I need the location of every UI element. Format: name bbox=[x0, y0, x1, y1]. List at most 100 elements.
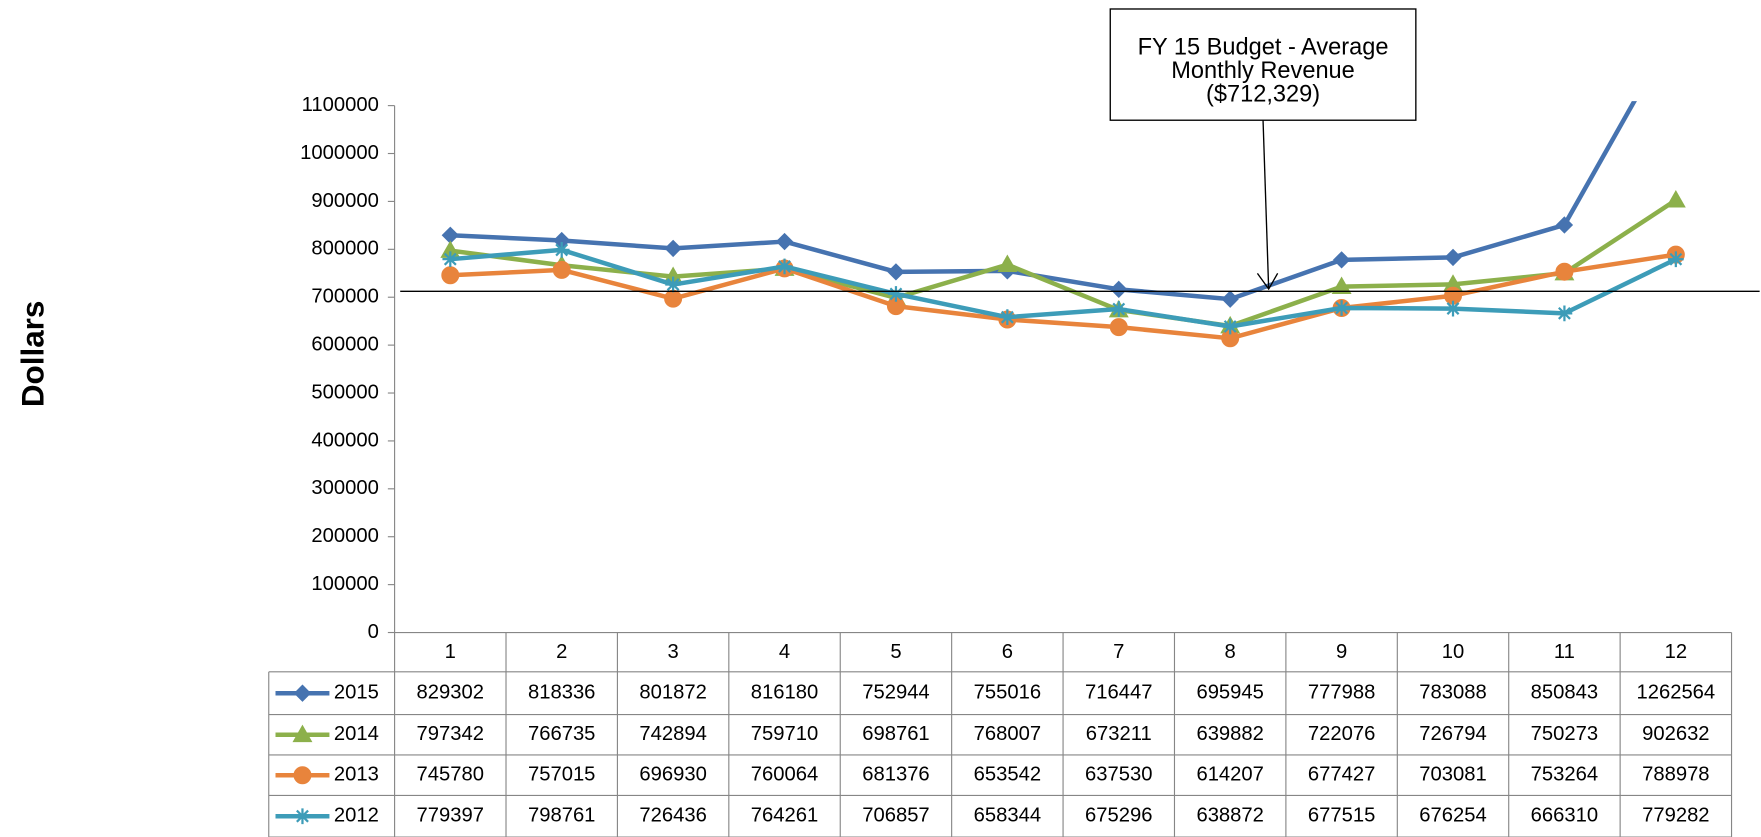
marker bbox=[999, 309, 1016, 326]
table-cell: 829302 bbox=[417, 682, 484, 704]
table-cell: 716447 bbox=[1085, 682, 1152, 704]
x-tick-label: 11 bbox=[1554, 641, 1575, 663]
table-cell: 726794 bbox=[1419, 723, 1486, 745]
series-line bbox=[450, 198, 1678, 329]
marker bbox=[1665, 190, 1686, 208]
y-tick-label: 1100000 bbox=[302, 94, 379, 116]
table-cell: 777988 bbox=[1308, 682, 1375, 704]
table-cell: 760064 bbox=[751, 764, 818, 786]
x-tick-label: 6 bbox=[1002, 641, 1013, 663]
plot-area bbox=[440, 101, 1686, 348]
marker bbox=[887, 263, 905, 281]
marker bbox=[997, 254, 1018, 272]
legend-marker bbox=[293, 684, 312, 702]
marker bbox=[553, 242, 570, 258]
marker bbox=[1221, 290, 1239, 308]
y-tick-label: 100000 bbox=[311, 573, 378, 595]
table-cell: 695945 bbox=[1196, 682, 1263, 704]
marker bbox=[1331, 276, 1352, 294]
annotation-text: Monthly Revenue bbox=[1171, 57, 1355, 83]
table-cell: 764261 bbox=[751, 805, 818, 827]
table-cell: 673211 bbox=[1086, 723, 1152, 745]
marker bbox=[776, 258, 793, 275]
table-cell: 745780 bbox=[417, 764, 484, 786]
table-cell: 788978 bbox=[1642, 764, 1709, 786]
marker bbox=[1222, 318, 1239, 335]
y-tick-label: 1000000 bbox=[300, 142, 379, 164]
marker bbox=[1110, 301, 1127, 317]
table-cell: 850843 bbox=[1531, 682, 1598, 704]
x-tick-label: 4 bbox=[779, 641, 790, 663]
marker bbox=[1110, 280, 1128, 298]
table-cell: 783088 bbox=[1419, 682, 1486, 704]
table-cell: 639882 bbox=[1196, 723, 1263, 745]
legend-label: 2015 bbox=[334, 682, 379, 704]
table-cell: 755016 bbox=[974, 682, 1041, 704]
table-cell: 675296 bbox=[1085, 805, 1152, 827]
table-cell: 779282 bbox=[1642, 805, 1709, 827]
table-cell: 722076 bbox=[1308, 723, 1375, 745]
table-cell: 726436 bbox=[639, 805, 706, 827]
marker bbox=[1444, 248, 1462, 267]
marker bbox=[888, 286, 904, 302]
annotation-text: FY 15 Budget - Average bbox=[1138, 34, 1389, 60]
marker bbox=[442, 251, 459, 268]
legend-marker bbox=[293, 766, 312, 785]
table-cell: 752944 bbox=[862, 682, 929, 704]
annotation-text: ($712,329) bbox=[1206, 81, 1320, 107]
y-tick-label: 400000 bbox=[311, 429, 378, 451]
y-tick-label: 300000 bbox=[311, 477, 378, 499]
table-cell: 753264 bbox=[1531, 764, 1598, 786]
marker bbox=[1555, 216, 1574, 234]
series-line bbox=[450, 252, 1677, 341]
y-tick-label: 700000 bbox=[311, 286, 378, 308]
annotation-arrow bbox=[1262, 120, 1270, 290]
marker bbox=[1667, 251, 1684, 268]
table-cell: 658344 bbox=[974, 805, 1041, 827]
table-cell: 902632 bbox=[1642, 723, 1709, 745]
table-cell: 816180 bbox=[751, 682, 818, 704]
y-tick-label: 500000 bbox=[311, 381, 378, 403]
table-cell: 798761 bbox=[528, 805, 595, 827]
x-tick-label: 2 bbox=[556, 641, 567, 663]
legend-marker bbox=[292, 724, 313, 743]
table-cell: 676254 bbox=[1419, 805, 1486, 827]
table-cell: 638872 bbox=[1196, 805, 1263, 827]
y-tick-label: 0 bbox=[368, 621, 379, 643]
table-cell: 696930 bbox=[639, 764, 706, 786]
marker bbox=[1445, 300, 1461, 317]
x-tick-label: 10 bbox=[1442, 641, 1464, 663]
annotation-arrowhead bbox=[1256, 272, 1279, 291]
series-line bbox=[450, 101, 1637, 302]
table-cell: 750273 bbox=[1531, 723, 1598, 745]
marker bbox=[1333, 300, 1350, 316]
marker bbox=[1556, 305, 1573, 322]
table-cell: 681376 bbox=[862, 764, 929, 786]
x-tick-label: 7 bbox=[1113, 641, 1124, 663]
y-tick-label: 200000 bbox=[311, 525, 378, 547]
table-cell: 614207 bbox=[1196, 764, 1263, 786]
x-tick-label: 8 bbox=[1225, 641, 1236, 663]
marker bbox=[441, 266, 460, 285]
table-cell: 766735 bbox=[528, 723, 595, 745]
marker bbox=[775, 232, 794, 251]
table-cell: 706857 bbox=[862, 805, 929, 827]
table-cell: 703081 bbox=[1419, 764, 1486, 786]
legend-label: 2012 bbox=[334, 805, 379, 827]
marker bbox=[1332, 251, 1351, 269]
table-cell: 768007 bbox=[974, 723, 1041, 745]
legend-label: 2013 bbox=[334, 764, 379, 786]
table-cell: 677515 bbox=[1308, 805, 1375, 827]
table-cell: 666310 bbox=[1531, 805, 1598, 827]
x-tick-label: 3 bbox=[667, 641, 678, 663]
annotation-box bbox=[1109, 8, 1417, 121]
x-tick-label: 12 bbox=[1665, 641, 1688, 663]
table-cell: 759710 bbox=[751, 723, 818, 745]
marker bbox=[664, 289, 683, 308]
table-cell: 797342 bbox=[417, 723, 484, 745]
y-tick-label: 900000 bbox=[311, 190, 378, 212]
legend-label: 2014 bbox=[334, 723, 379, 745]
table-cell: 742894 bbox=[639, 723, 706, 745]
marker bbox=[552, 260, 571, 279]
y-tick-label: 800000 bbox=[311, 238, 378, 260]
